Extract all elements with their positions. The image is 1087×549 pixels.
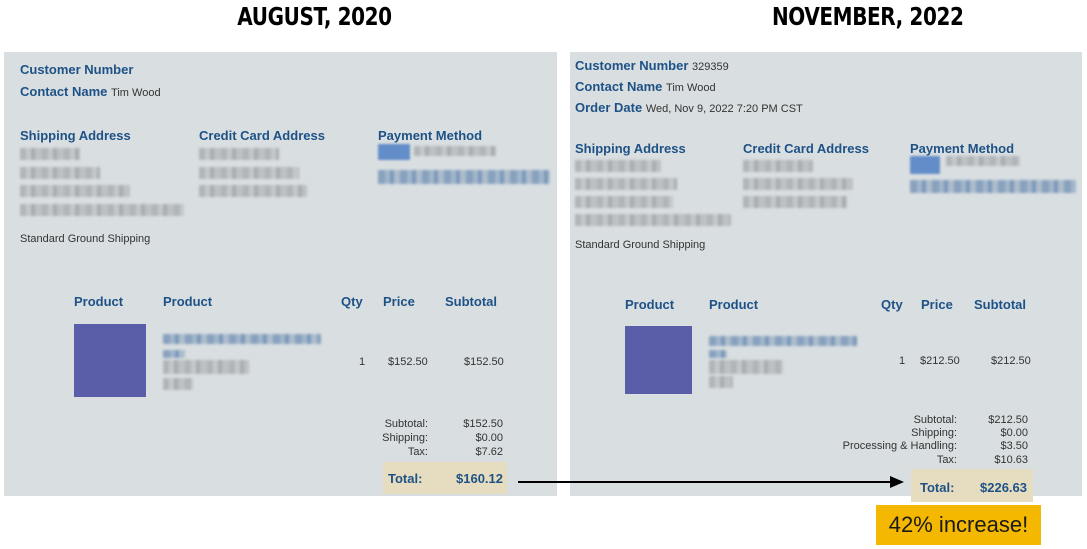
customer-number-row: Customer Number 329359 [575,58,729,73]
redacted-product-name [163,350,185,358]
contact-name-row: Contact Name Tim Wood [20,84,161,99]
invoice-panel-left: Customer Number Contact Name Tim Wood Sh… [4,52,557,496]
customer-number-label: Customer Number [575,58,689,73]
redacted-card-address-line [743,196,847,208]
order-date-value: Wed, Nov 9, 2022 7:20 PM CST [645,103,803,115]
item-qty: 1 [899,355,906,367]
summary-processing-value: $3.50 [1000,440,1028,452]
col-subtotal: Subtotal [445,294,497,309]
contact-name-label: Contact Name [575,79,663,94]
item-price: $212.50 [920,355,960,367]
period-title-right: NOVEMBER, 2022 [771,2,964,31]
redacted-card-address-line [199,167,299,179]
summary-processing-label: Processing & Handling: [842,440,957,452]
redacted-product-detail [709,360,783,374]
col-qty: Qty [881,297,903,312]
product-thumbnail [74,324,146,397]
payment-method-label: Payment Method [910,141,1015,156]
col-product-image: Product [74,294,124,309]
redacted-shipping-line [575,214,731,226]
shipping-address-label: Shipping Address [20,128,131,143]
col-product-image: Product [625,297,675,312]
contact-name-row: Contact Name Tim Wood [575,79,716,94]
item-price: $152.50 [388,356,428,368]
shipping-method: Standard Ground Shipping [575,239,706,251]
total-value: $160.12 [456,471,503,486]
credit-card-address-label: Credit Card Address [743,141,869,156]
customer-number-value: 329359 [692,61,729,73]
customer-number-label: Customer Number [20,62,134,77]
invoice-panel-right: Customer Number 329359 Contact Name Tim … [570,52,1082,502]
contact-name-value: Tim Wood [111,87,161,99]
product-thumbnail [625,326,692,394]
summary-subtotal-label: Subtotal: [913,414,957,426]
redacted-product-name [709,350,727,358]
redacted-shipping-line [20,167,100,179]
summary-shipping-value: $0.00 [1000,427,1028,439]
summary-tax-label: Tax: [407,446,428,458]
contact-name-value: Tim Wood [666,82,716,94]
total-label: Total: [388,471,423,486]
col-qty: Qty [341,294,363,309]
item-subtotal: $212.50 [991,355,1031,367]
item-subtotal: $152.50 [464,356,504,368]
redacted-shipping-line [575,160,661,172]
summary-shipping-value: $0.00 [475,432,503,444]
redacted-shipping-line [20,148,80,160]
redacted-card-address-line [743,160,813,172]
redacted-card-address-line [743,178,853,190]
total-value: $226.63 [980,480,1027,495]
order-date-row: Order Date Wed, Nov 9, 2022 7:20 PM CST [575,100,803,115]
redacted-payment-line [946,156,1020,166]
redacted-shipping-line [575,178,677,190]
summary-subtotal-label: Subtotal: [384,418,428,430]
total-label: Total: [920,480,955,495]
redacted-product-detail [163,360,249,374]
redacted-shipping-line [20,204,184,216]
redacted-card-address-line [199,185,307,197]
order-date-label: Order Date [575,100,643,115]
col-price: Price [921,297,953,312]
period-title-left: AUGUST, 2020 [237,2,392,31]
payment-method-label: Payment Method [378,128,483,143]
redacted-product-detail [163,378,193,390]
redacted-card-logo [910,156,940,174]
redacted-card-logo [378,144,410,160]
summary-shipping-label: Shipping: [382,432,428,444]
shipping-address-label: Shipping Address [575,141,686,156]
shipping-method: Standard Ground Shipping [20,233,151,245]
redacted-card-address-line [199,148,279,160]
summary-subtotal-value: $152.50 [463,418,503,430]
col-subtotal: Subtotal [974,297,1026,312]
summary-tax-value: $7.62 [475,446,503,458]
redacted-shipping-line [575,196,673,208]
redacted-product-name [163,334,321,344]
col-product: Product [709,297,759,312]
redacted-product-detail [709,376,733,388]
col-price: Price [383,294,415,309]
summary-tax-label: Tax: [936,454,957,466]
summary-shipping-label: Shipping: [911,427,957,439]
summary-subtotal-value: $212.50 [988,414,1028,426]
total-highlight: Total: $226.63 [911,469,1033,502]
redacted-product-name [709,336,857,346]
contact-name-label: Contact Name [20,84,108,99]
redacted-shipping-line [20,185,130,197]
redacted-payment-line [378,170,550,184]
redacted-payment-line [910,180,1076,193]
summary-tax-value: $10.63 [994,454,1028,466]
item-qty: 1 [359,356,366,368]
total-highlight: Total: $160.12 [383,462,507,494]
credit-card-address-label: Credit Card Address [199,128,325,143]
redacted-payment-line [414,146,496,156]
col-product: Product [163,294,213,309]
increase-badge: 42% increase! [876,505,1041,545]
